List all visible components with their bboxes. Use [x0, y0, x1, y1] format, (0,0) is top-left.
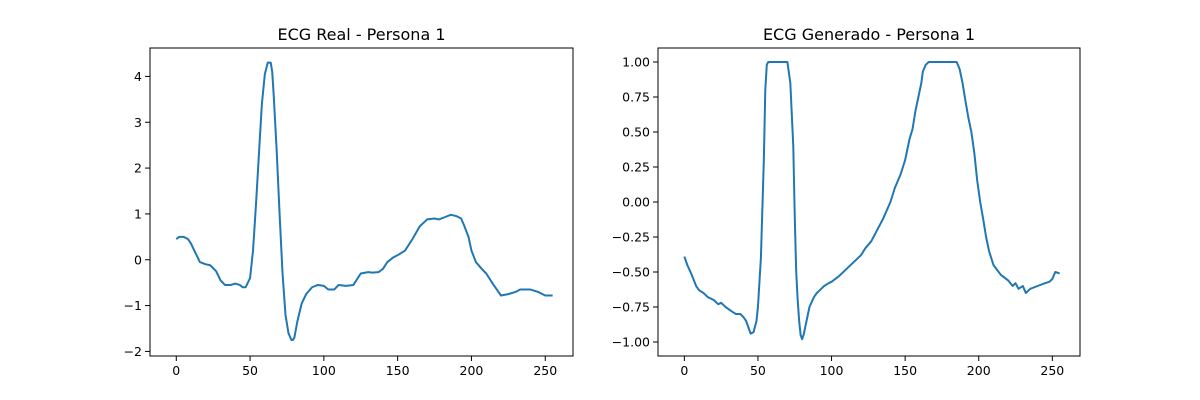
- x-tick-label: 50: [750, 363, 766, 378]
- x-tick-label: 200: [460, 363, 484, 378]
- y-tick-label: −1: [124, 298, 142, 313]
- x-tick-label: 50: [242, 363, 258, 378]
- series-line: [683, 61, 1060, 341]
- x-axis: 0 50 100 150 200 250: [680, 356, 1064, 378]
- y-tick-label: 0.50: [622, 125, 650, 140]
- y-tick-label: 0: [134, 252, 142, 267]
- y-tick-label: −1.00: [612, 335, 650, 350]
- y-tick-label: −0.25: [612, 230, 650, 245]
- y-axis: −2 −1 0 1 2 3 4: [124, 69, 150, 359]
- x-tick-label: 250: [1040, 363, 1064, 378]
- y-tick-label: 0.75: [622, 90, 650, 105]
- y-tick-label: 0.25: [622, 160, 650, 175]
- chart-title: ECG Generado - Persona 1: [763, 25, 975, 44]
- plot-area: [149, 47, 574, 357]
- y-tick-label: −0.75: [612, 300, 650, 315]
- x-tick-label: 0: [172, 363, 180, 378]
- y-tick-label: 4: [134, 69, 142, 84]
- y-tick-label: −2: [124, 344, 142, 359]
- y-axis: −1.00 −0.75 −0.50 −0.25 0.00 0.25 0.50 0.75 1.00: [612, 55, 658, 350]
- x-tick-label: 250: [533, 363, 557, 378]
- x-tick-label: 100: [312, 363, 336, 378]
- chart-title: ECG Real - Persona 1: [277, 25, 445, 44]
- series-line: [175, 61, 553, 341]
- plot-area: [657, 47, 1081, 357]
- x-tick-label: 100: [820, 363, 844, 378]
- chart-generated-ecg: ECG Generado - Persona 1 0 50 100 150 200 250…: [612, 25, 1081, 378]
- chart-real-ecg: ECG Real - Persona 1 0 50 100 150 200 250 −2−…: [124, 25, 574, 378]
- x-tick-label: 150: [386, 363, 410, 378]
- y-tick-label: 1.00: [622, 55, 650, 70]
- y-tick-label: 3: [134, 115, 142, 130]
- y-tick-label: 2: [134, 161, 142, 176]
- x-axis: 0 50 100 150 200 250: [172, 356, 557, 378]
- x-tick-label: 200: [967, 363, 991, 378]
- y-tick-label: 0.00: [622, 195, 650, 210]
- x-tick-label: 150: [893, 363, 917, 378]
- x-tick-label: 0: [680, 363, 688, 378]
- y-tick-label: −0.50: [612, 265, 650, 280]
- y-tick-label: 1: [134, 206, 142, 221]
